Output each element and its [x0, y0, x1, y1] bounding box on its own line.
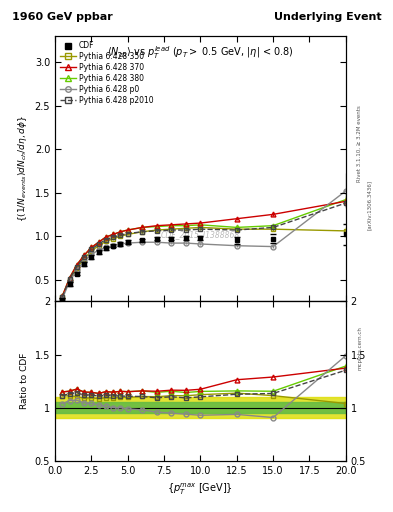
Text: $\langle N_{ch}\rangle$ vs $p_T^{lead}$ ($p_T >$ 0.5 GeV, $|\eta|$ < 0.8): $\langle N_{ch}\rangle$ vs $p_T^{lead}$ …	[107, 44, 294, 60]
X-axis label: $\{p_T^{max}$ [GeV]$\}$: $\{p_T^{max}$ [GeV]$\}$	[167, 481, 233, 497]
Text: CDF_2015_I1388868: CDF_2015_I1388868	[161, 230, 240, 240]
Text: mcplots.cern.ch: mcplots.cern.ch	[357, 326, 362, 370]
Text: Underlying Event: Underlying Event	[274, 12, 381, 22]
Bar	[55, 397, 346, 418]
Y-axis label: $\{(1/N_{events}) dN_{ch}/d\eta, d\phi\}$: $\{(1/N_{events}) dN_{ch}/d\eta, d\phi\}…	[16, 115, 29, 222]
Text: 1960 GeV ppbar: 1960 GeV ppbar	[12, 12, 112, 22]
Y-axis label: Ratio to CDF: Ratio to CDF	[20, 353, 29, 409]
Legend: CDF, Pythia 6.428 350, Pythia 6.428 370, Pythia 6.428 380, Pythia 6.428 p0, Pyth: CDF, Pythia 6.428 350, Pythia 6.428 370,…	[59, 39, 155, 106]
Text: Rivet 3.1.10, ≥ 3.2M events: Rivet 3.1.10, ≥ 3.2M events	[357, 105, 362, 182]
Bar	[55, 402, 346, 413]
Text: [arXiv:1306.3436]: [arXiv:1306.3436]	[367, 180, 372, 230]
